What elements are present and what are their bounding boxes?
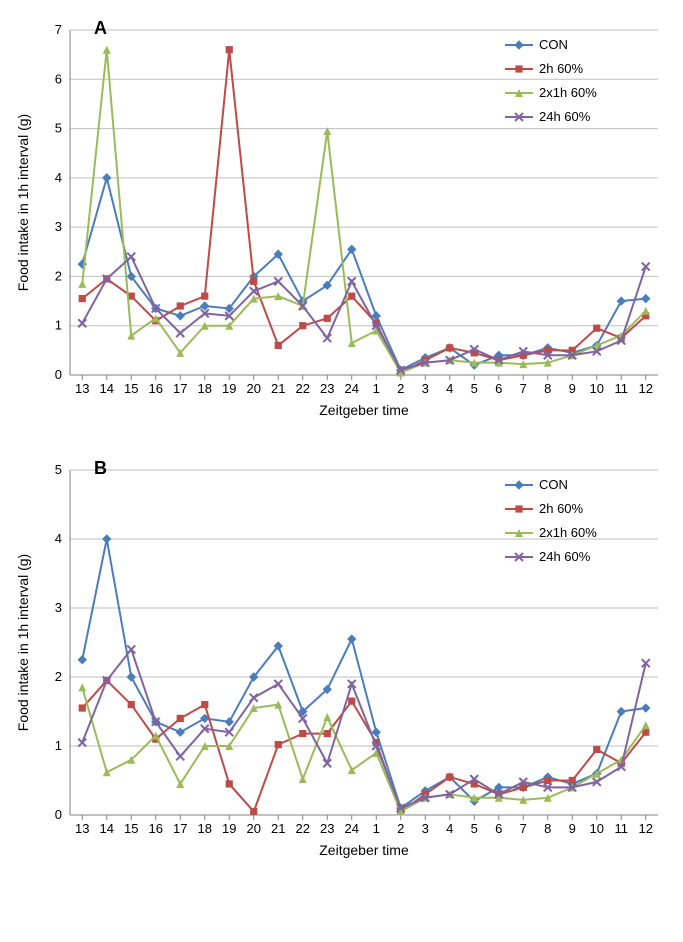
y-axis-label: Food intake in 1h interval (g) [15,114,31,291]
x-tick-label: 22 [296,821,310,836]
y-axis-label: Food intake in 1h interval (g) [15,554,31,731]
x-tick-label: 1 [373,821,380,836]
y-tick-label: 4 [55,531,62,546]
x-tick-label: 15 [124,381,138,396]
chart-panel-a: 0123456713141516171819202122232412345678… [10,10,673,430]
legend-label: 2x1h 60% [539,85,597,100]
x-tick-label: 7 [520,381,527,396]
x-tick-label: 10 [590,381,604,396]
y-tick-label: 1 [55,318,62,333]
legend-label: 2h 60% [539,501,584,516]
x-tick-label: 20 [247,821,261,836]
x-tick-label: 2 [397,381,404,396]
x-tick-label: 17 [173,821,187,836]
x-tick-label: 15 [124,821,138,836]
y-tick-label: 2 [55,669,62,684]
x-tick-label: 12 [639,821,653,836]
x-tick-label: 5 [471,821,478,836]
x-tick-label: 9 [569,381,576,396]
x-tick-label: 7 [520,821,527,836]
x-tick-label: 24 [345,821,359,836]
y-tick-label: 3 [55,219,62,234]
x-tick-label: 16 [149,821,163,836]
x-tick-label: 4 [446,381,453,396]
x-tick-label: 14 [100,381,114,396]
x-tick-label: 21 [271,821,285,836]
x-tick-label: 11 [615,381,629,396]
y-tick-label: 1 [55,738,62,753]
x-tick-label: 8 [544,381,551,396]
legend-label: CON [539,37,568,52]
x-tick-label: 19 [222,821,236,836]
x-tick-label: 24 [345,381,359,396]
x-tick-label: 11 [615,821,629,836]
legend-label: 2x1h 60% [539,525,597,540]
y-tick-label: 5 [55,121,62,136]
x-tick-label: 13 [75,821,89,836]
x-tick-label: 18 [198,821,212,836]
x-tick-label: 5 [471,381,478,396]
x-tick-label: 19 [222,381,236,396]
x-tick-label: 3 [422,381,429,396]
x-tick-label: 4 [446,821,453,836]
legend-label: CON [539,477,568,492]
panel-label: B [94,458,107,478]
x-axis-label: Zeitgeber time [319,402,409,418]
x-tick-label: 9 [569,821,576,836]
y-tick-label: 0 [55,807,62,822]
x-tick-label: 18 [198,381,212,396]
legend-label: 24h 60% [539,109,591,124]
y-tick-label: 4 [55,170,62,185]
x-tick-label: 14 [100,821,114,836]
x-tick-label: 6 [495,821,502,836]
x-tick-label: 17 [173,381,187,396]
x-tick-label: 16 [149,381,163,396]
x-tick-label: 10 [590,821,604,836]
y-tick-label: 6 [55,71,62,86]
y-tick-label: 0 [55,367,62,382]
series-line [82,687,646,811]
legend-label: 24h 60% [539,549,591,564]
x-tick-label: 3 [422,821,429,836]
y-tick-label: 3 [55,600,62,615]
chart-a-svg: 0123456713141516171819202122232412345678… [10,10,673,430]
chart-b-svg: 0123451314151617181920212223241234567891… [10,450,673,870]
series-line [82,539,646,808]
legend-label: 2h 60% [539,61,584,76]
x-tick-label: 1 [373,381,380,396]
x-tick-label: 23 [320,821,334,836]
x-tick-label: 8 [544,821,551,836]
y-tick-label: 5 [55,462,62,477]
x-tick-label: 13 [75,381,89,396]
x-tick-label: 23 [320,381,334,396]
x-tick-label: 6 [495,381,502,396]
y-tick-label: 2 [55,268,62,283]
x-tick-label: 22 [296,381,310,396]
x-tick-label: 2 [397,821,404,836]
x-tick-label: 21 [271,381,285,396]
series-line [82,178,646,370]
y-tick-label: 7 [55,22,62,37]
chart-panel-b: 0123451314151617181920212223241234567891… [10,450,673,870]
x-tick-label: 12 [639,381,653,396]
x-axis-label: Zeitgeber time [319,842,409,858]
x-tick-label: 20 [247,381,261,396]
panel-label: A [94,18,107,38]
